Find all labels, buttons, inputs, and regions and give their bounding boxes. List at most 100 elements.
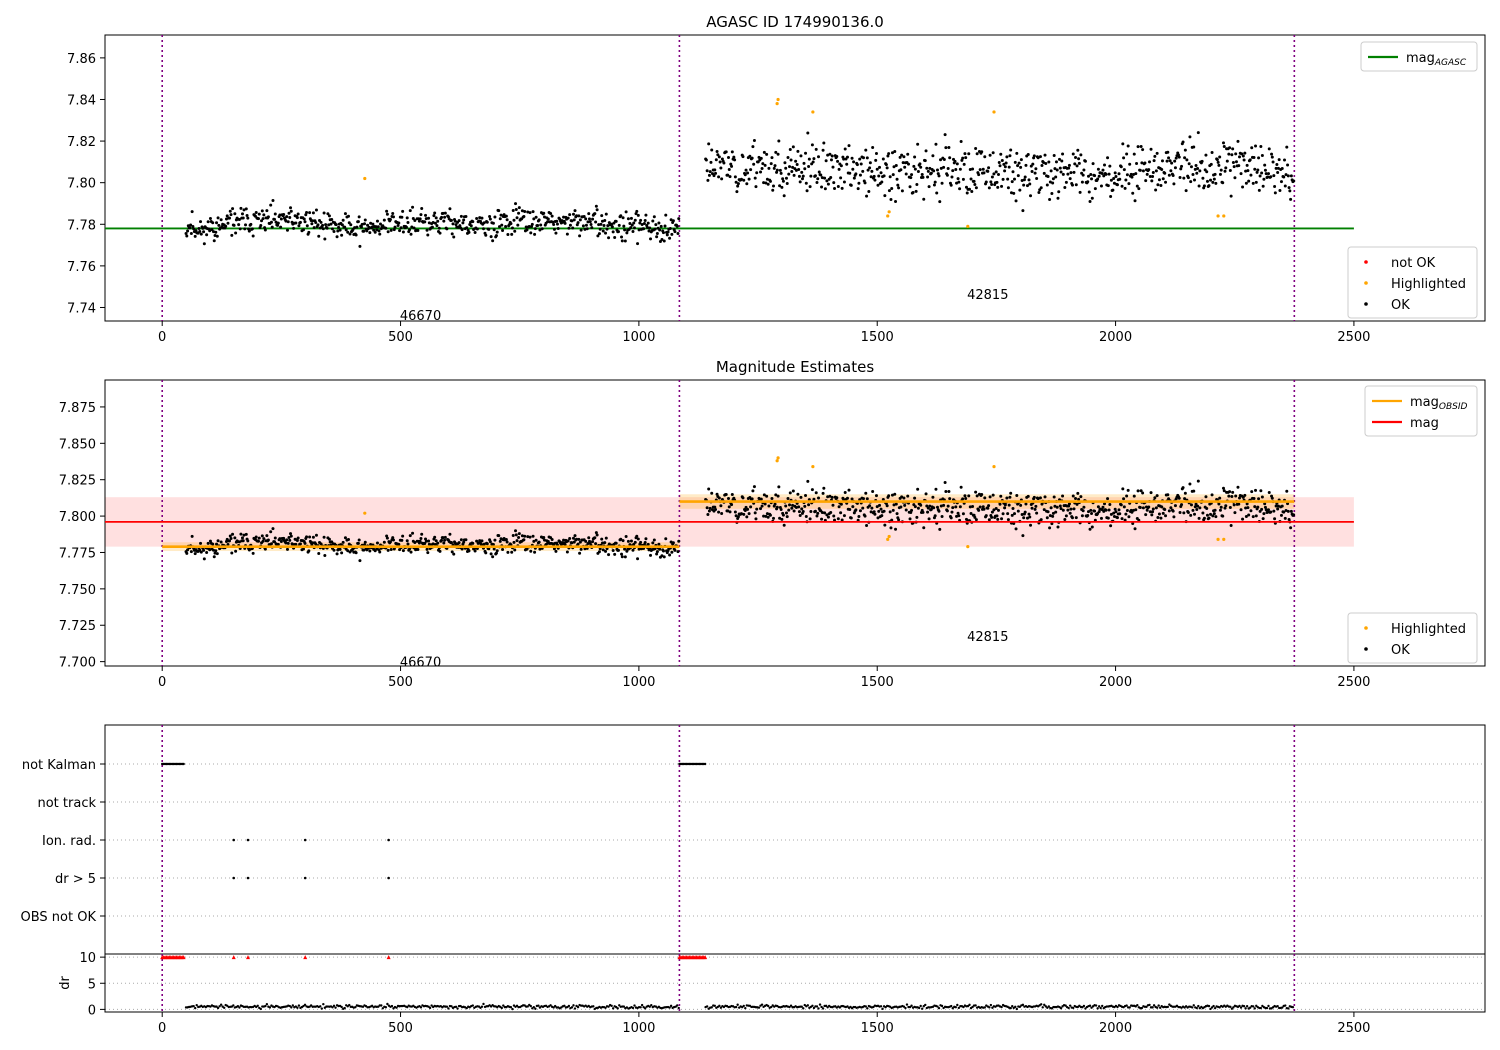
ok-point [660,237,664,241]
ok-point [212,239,216,243]
ok-point [833,187,837,191]
ok-point [1046,510,1050,514]
ok-point [896,183,900,187]
ok-point [494,234,498,238]
ok-point [1267,147,1271,151]
ok-point [1130,175,1134,179]
ok-point [943,133,947,137]
ok-point [734,180,738,184]
ok-point [932,169,936,173]
ok-point [727,168,731,172]
ok-point [231,207,235,211]
ok-point [1259,144,1263,148]
ok-point [1044,162,1048,166]
ok-point [978,168,982,172]
ok-point [613,235,617,239]
x-tick-label: 2500 [1337,330,1370,345]
ok-point [1114,174,1118,178]
ok-point [1029,194,1033,198]
ok-point [911,191,915,195]
dr-point [447,1007,450,1010]
ok-point [970,190,974,194]
ok-point [1221,514,1225,518]
ok-point [817,170,821,174]
obsid-label: 46670 [400,656,441,671]
ok-point [391,212,395,216]
ok-point [988,495,992,499]
dr-point [238,1006,241,1009]
ok-point [1081,173,1085,177]
ok-point [297,224,301,228]
ok-point [706,512,710,516]
ok-point [189,550,193,554]
ok-point [1064,514,1068,518]
ok-point [593,212,597,216]
ok-point [812,157,816,161]
dr-point [303,1003,307,1007]
ok-point [1025,184,1029,188]
ok-point [1041,160,1045,164]
ok-point [321,223,325,227]
ok-point [450,232,454,236]
ok-point [852,176,856,180]
dr-point [924,1003,927,1007]
ok-point [1239,508,1243,512]
ok-point [1067,502,1071,506]
ok-point [1075,502,1079,506]
ok-point [894,199,898,203]
ok-point [594,531,598,535]
ok-point [742,178,746,182]
ok-point [1045,183,1049,187]
ok-point [598,547,602,551]
ok-point [798,514,802,518]
ok-point [629,226,633,230]
ok-point [583,227,587,231]
ok-point [1003,169,1007,173]
ok-point [1181,486,1185,490]
ok-point [256,217,260,221]
y-tick-label: 7.850 [59,437,96,452]
ok-point [661,231,665,235]
ok-point [924,149,928,153]
ok-point [820,176,824,180]
ok-point [369,221,373,225]
ok-point [1263,168,1267,172]
ok-point [375,219,379,223]
ok-point [715,149,719,153]
ok-point [1035,511,1039,515]
ok-point [1244,506,1248,510]
ok-point [624,535,628,539]
ok-point [475,227,479,231]
dr-point [534,1007,537,1010]
ok-point [576,221,580,225]
dr-point [604,1006,607,1009]
ok-point [464,538,468,542]
ok-point [1239,172,1243,176]
ok-point [546,220,550,224]
ok-point [746,507,750,511]
ok-point [730,493,734,497]
ok-point [356,220,360,224]
dr-point [917,1006,921,1010]
ok-point [1165,159,1169,163]
ok-point [1067,166,1071,170]
ok-point [1050,192,1054,196]
ok-point [728,175,732,179]
ok-point [1245,163,1249,167]
ok-point [947,145,951,149]
ok-point [839,511,843,515]
ok-point [600,214,604,218]
ok-point [189,223,193,227]
ok-point [829,176,833,180]
ok-point [442,219,446,223]
ok-point [419,536,423,540]
ok-point [188,226,192,230]
ok-point [1001,512,1005,516]
ok-point [890,493,894,497]
ok-point [753,511,757,515]
ok-point [1236,485,1240,489]
ok-point [800,177,804,181]
ok-point [595,208,599,212]
ok-point [743,173,747,177]
ok-point [1276,166,1280,170]
